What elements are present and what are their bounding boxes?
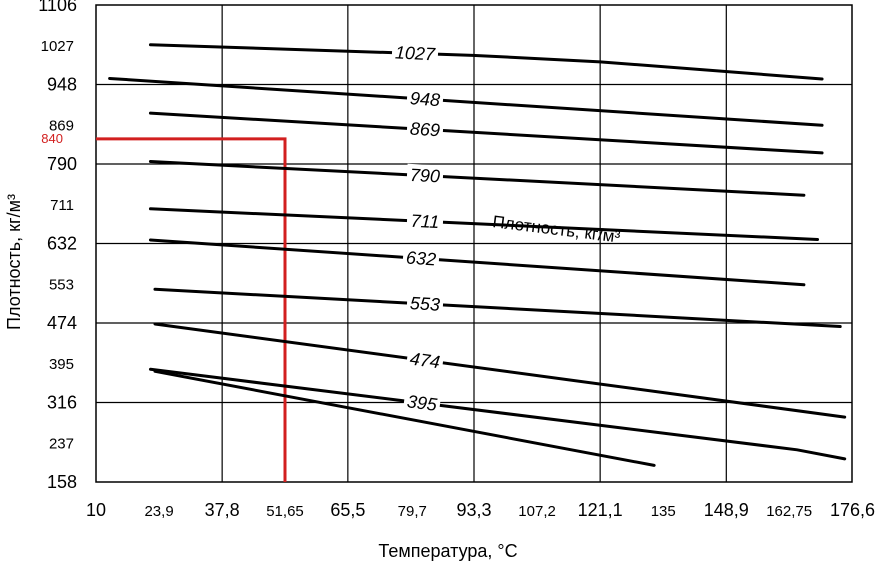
curve-label-869: 869 — [409, 119, 440, 141]
curve-label-711: 711 — [410, 211, 440, 232]
curve-labels: 1027 948 869 790 711 632 553 474 395 — [391, 41, 445, 415]
curve-553 — [153, 287, 842, 329]
curve-label-474: 474 — [409, 349, 441, 373]
curve-label-bg — [406, 163, 444, 186]
x-tick-label: 65,5 — [330, 500, 365, 520]
y-tick-label: 869 — [49, 117, 74, 134]
curve-948 — [108, 76, 824, 127]
curve-label-bg — [391, 41, 439, 64]
x-axis-ticks: 10 23,9 37,8 51,65 65,5 79,7 93,3 107,2 121,1 135… — [86, 500, 875, 520]
curve-unlabeled — [153, 369, 656, 467]
x-tick-label: 176,6 — [830, 500, 875, 520]
x-tick-label: 121,1 — [578, 500, 623, 520]
x-tick-label: 23,9 — [144, 503, 173, 520]
y-tick-label: 553 — [49, 276, 74, 293]
y-axis-ticks: 158 237 316 395 474 553 632 711 790 869 948 1027 110… — [38, 0, 77, 492]
curve-label-bg — [406, 87, 444, 110]
curve-632 — [148, 238, 806, 287]
y-tick-label: 790 — [47, 154, 77, 174]
chart-annotation: Плотность, кг/м³ — [492, 212, 622, 247]
x-tick-label: 148,9 — [704, 500, 749, 520]
x-tick-label: 10 — [86, 500, 106, 520]
x-tick-label: 93,3 — [456, 500, 491, 520]
y-tick-label: 237 — [49, 435, 74, 452]
highlight-path — [96, 137, 287, 482]
y-tick-label: 316 — [47, 393, 77, 413]
curve-label-bg — [406, 209, 444, 232]
curve-label-553: 553 — [409, 293, 440, 315]
y-axis-label: Плотность, кг/м³ — [4, 194, 24, 330]
x-tick-label: 51,65 — [266, 503, 304, 520]
y-tick-label: 711 — [50, 197, 74, 214]
curve-1027 — [148, 43, 824, 81]
curve-label-bg — [402, 246, 440, 269]
curve-label-948: 948 — [409, 88, 440, 110]
y-tick-label: 158 — [47, 472, 77, 492]
curve-474 — [153, 322, 847, 419]
x-axis-label: Температура, °С — [378, 541, 517, 561]
x-tick-label: 37,8 — [205, 500, 240, 520]
curve-711 — [148, 207, 820, 241]
curve-label-bg — [402, 389, 442, 415]
curve-790 — [148, 159, 806, 197]
curve-869 — [148, 111, 824, 155]
curve-label-395: 395 — [406, 391, 439, 415]
curve-label-bg — [406, 117, 444, 140]
curves — [108, 43, 847, 467]
x-tick-label: 79,7 — [398, 503, 427, 520]
y-tick-highlight: 840 — [41, 131, 63, 146]
plot-frame — [95, 4, 853, 483]
x-tick-label: 162,75 — [766, 503, 812, 520]
plot-border — [95, 4, 853, 483]
curve-label-bg — [406, 291, 444, 314]
y-tick-label: 632 — [47, 234, 77, 254]
x-tick-label: 135 — [651, 503, 676, 520]
curve-label-1027: 1027 — [394, 42, 436, 64]
curve-label-632: 632 — [405, 248, 436, 270]
y-tick-label: 474 — [47, 313, 77, 333]
curve-395 — [148, 367, 847, 461]
curve-label-790: 790 — [409, 165, 440, 187]
x-tick-label: 107,2 — [518, 503, 556, 520]
y-tick-label: 948 — [47, 75, 77, 95]
curve-label-bg — [405, 347, 445, 372]
y-tick-label: 1106 — [38, 0, 77, 15]
y-tick-label: 395 — [49, 356, 74, 373]
grid-lines — [96, 5, 852, 482]
y-tick-label: 1027 — [41, 38, 74, 55]
highlight-line — [96, 137, 287, 482]
